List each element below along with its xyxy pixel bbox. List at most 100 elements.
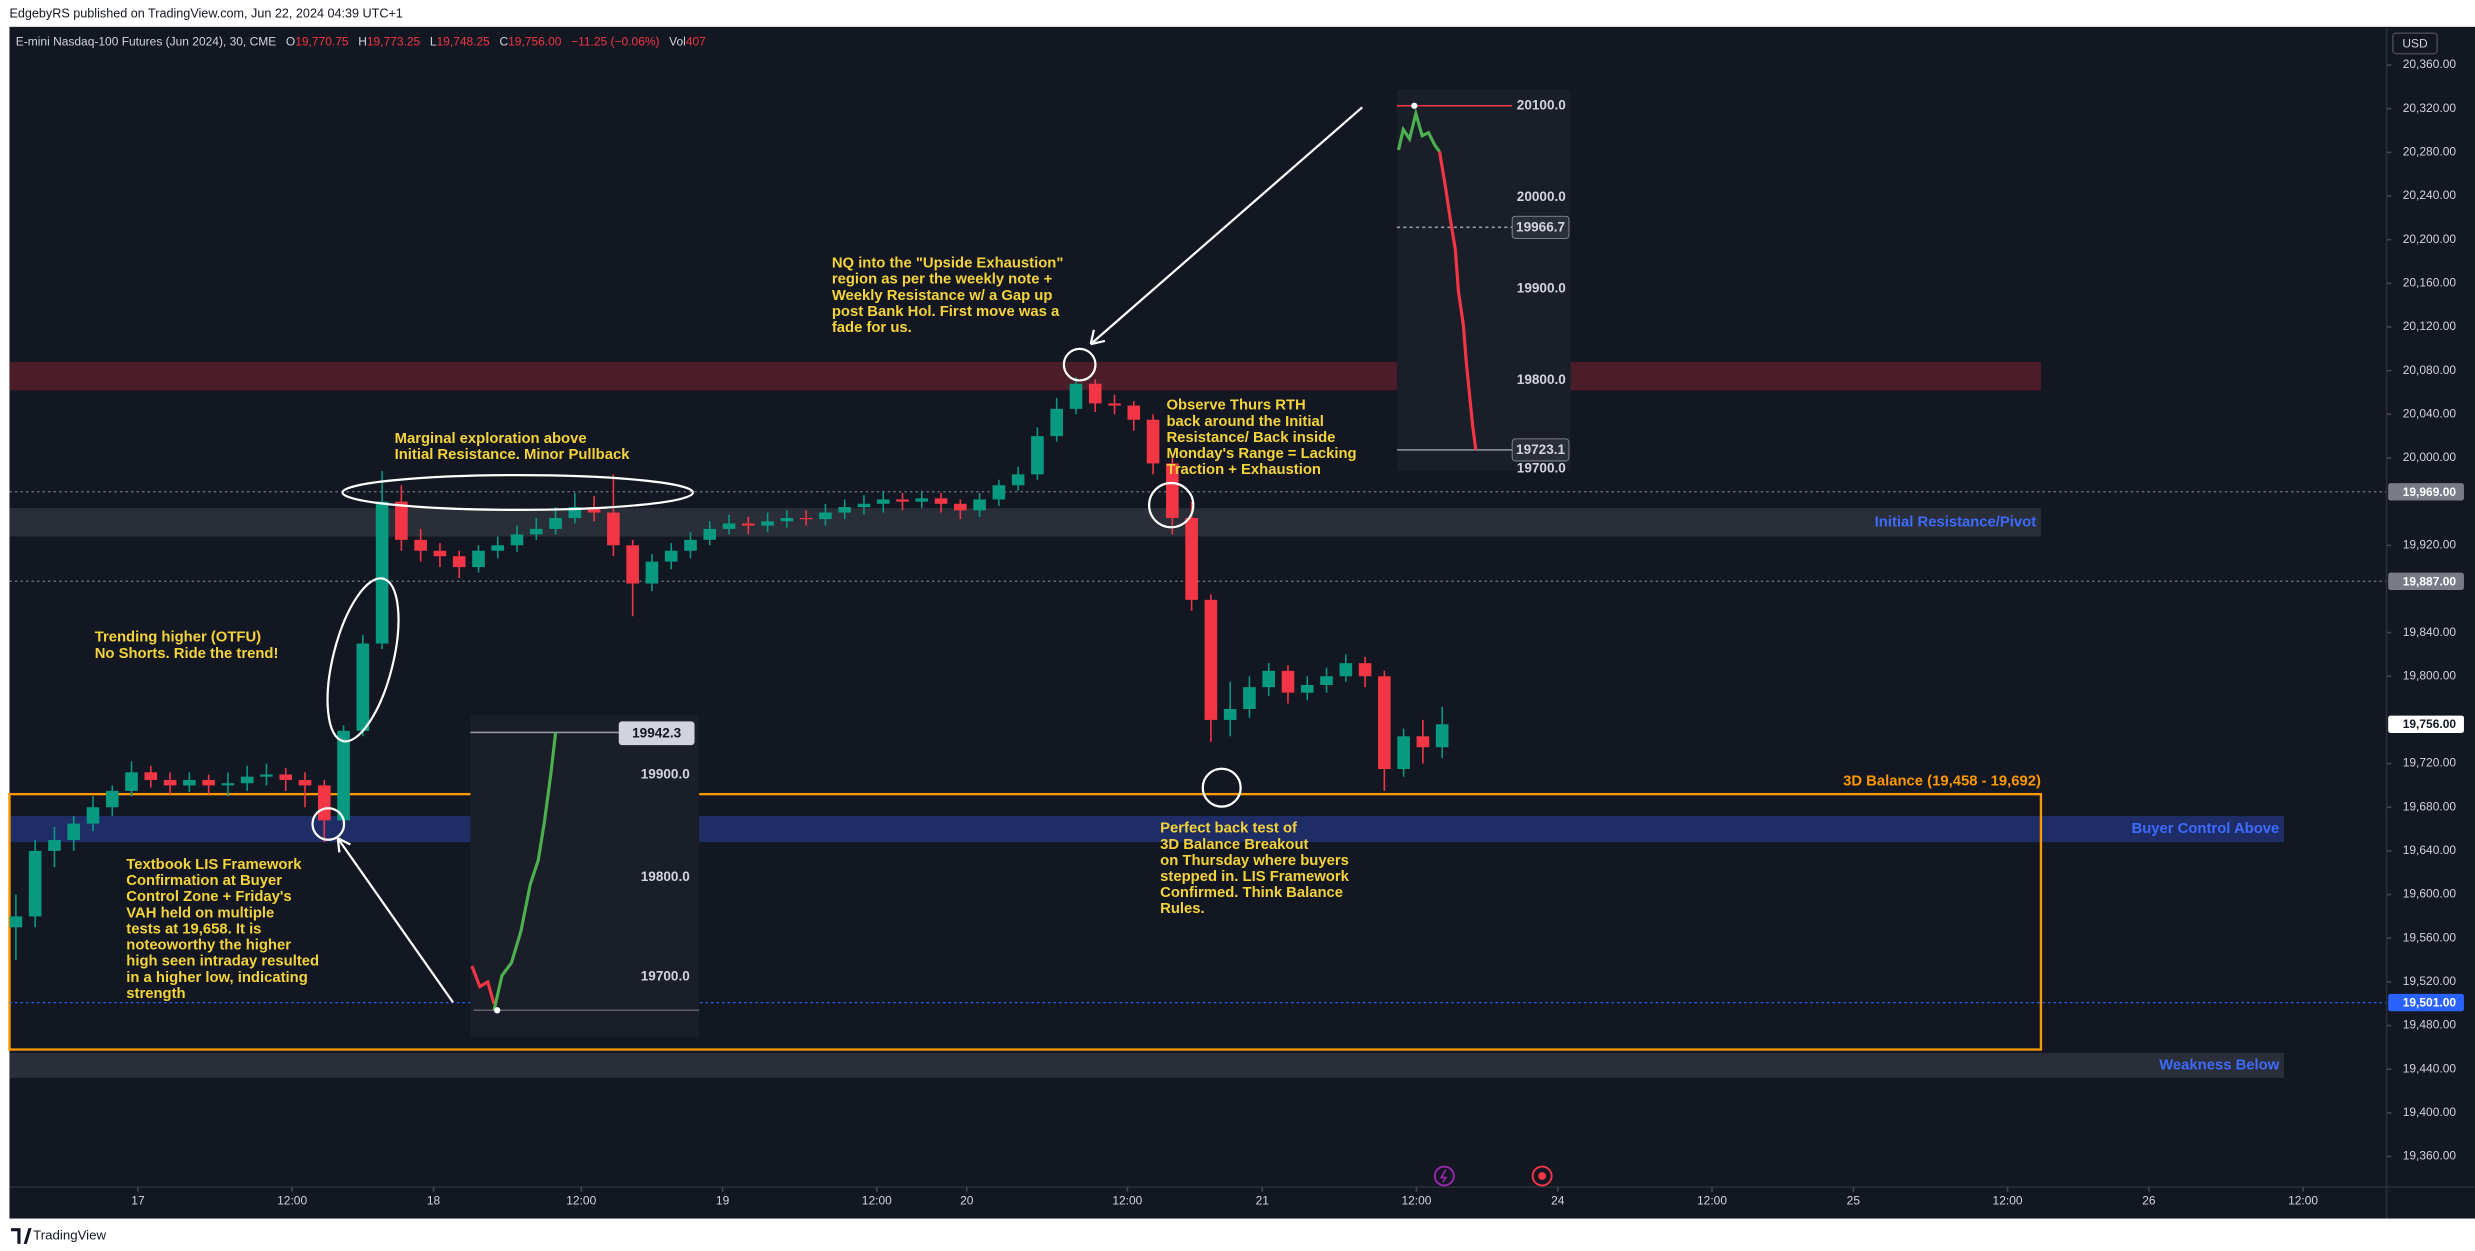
annotation-line: post Bank Hol. First move was a (832, 304, 1060, 320)
candle-body (529, 528, 543, 535)
price-tag-label: 19,887.00 (2403, 574, 2457, 588)
y-tick-label: 19,680.00 (2403, 799, 2457, 813)
inset: 19942.3 19900.0 19800.0 19700.0 (470, 715, 700, 1038)
candle-body (279, 774, 293, 780)
price-tag (2388, 993, 2464, 1012)
y-tick-label: 19,920.00 (2403, 537, 2457, 551)
candle-body (221, 783, 235, 786)
inset-dot (494, 1007, 501, 1014)
legend-key: C (499, 35, 508, 49)
circle (311, 807, 346, 841)
drawings (311, 106, 1363, 1004)
plot: Initial Resistance/Pivot Buyer Control Ab… (8, 361, 2387, 1078)
candle-body (684, 539, 697, 551)
y-tick-label: 20,320.00 (2403, 101, 2457, 115)
inset-curve (470, 965, 496, 1005)
footer-text: TradingView (33, 1228, 106, 1243)
candle-body (645, 561, 659, 584)
legend-value: 19,756.00 (508, 35, 562, 49)
inset-tag-label: 19723.1 (1516, 442, 1565, 457)
candle-body (260, 774, 273, 777)
inset: 20100.0 20000.0 19966.7 19900.0 19800.0 … (1396, 89, 1571, 475)
inset-tag (1511, 215, 1570, 239)
chart-bg (9, 26, 2475, 1219)
annotation-line: Traction + Exhaustion (1166, 462, 1320, 478)
y-tick-label: 19,520.00 (2403, 974, 2457, 988)
candle-body (375, 501, 389, 644)
candle-body (1281, 670, 1295, 693)
annotation: NQ into the "Upside Exhaustion" region as… (832, 256, 1064, 336)
price-tag-label: 19,501.00 (2403, 996, 2457, 1010)
candle-body (183, 779, 196, 786)
candle-body (298, 779, 312, 786)
logo (11, 1228, 32, 1244)
candle-body (1166, 463, 1179, 518)
candle-body (1243, 687, 1256, 710)
annotation-line: Control Zone + Friday's (126, 889, 291, 905)
candle-body (626, 545, 639, 584)
y-tick-label: 20,240.00 (2403, 188, 2457, 202)
inset-label: 19800.0 (1517, 372, 1566, 387)
candle-body (934, 498, 948, 504)
price-tag (2388, 715, 2464, 733)
price-tag-label: 19,969.00 (2403, 485, 2457, 499)
inset-curve (492, 732, 558, 1011)
inset-label: 20100.0 (1517, 97, 1566, 112)
y-tick-label: 20,160.00 (2403, 276, 2457, 290)
candle-body (819, 512, 832, 520)
candle-body (28, 850, 42, 917)
event-icon[interactable] (1531, 1165, 1553, 1187)
event-icon[interactable] (1433, 1165, 1455, 1187)
x-tick-label: 17 (131, 1193, 145, 1207)
inset-dot (1411, 102, 1418, 109)
candle-body (799, 517, 813, 520)
y-tick-label: 19,560.00 (2403, 930, 2457, 944)
candle-body (549, 517, 562, 529)
arrow-head (336, 837, 351, 853)
x-tick-label: 25 (1847, 1193, 1861, 1207)
legend-change: −11.25 (−0.06%) (571, 35, 659, 49)
candle-body (105, 790, 119, 808)
x-tick-label: 12:00 (2288, 1193, 2318, 1207)
candle-body (414, 539, 427, 551)
candle-body (1011, 474, 1025, 486)
annotation: Observe Thurs RTH back around the Initial… (1166, 398, 1356, 478)
annotation-line: Observe Thurs RTH (1166, 398, 1305, 414)
arrow (1089, 106, 1363, 345)
inset-tag (1511, 438, 1570, 462)
candle-body (1223, 709, 1237, 720)
legend-value: 19,770.75 (295, 35, 349, 49)
annotation-line: noteoworthy the higher (126, 937, 291, 953)
legend-value: 407 (686, 35, 706, 49)
candle-body (1108, 403, 1121, 406)
zone (9, 508, 2041, 537)
candle-body (395, 501, 408, 540)
candle-body (337, 730, 350, 821)
annotation-line: Confirmed. Think Balance (1160, 885, 1343, 901)
legend-value: 19,773.25 (367, 35, 421, 49)
annotation-line: Rules. (1160, 901, 1204, 917)
candle-body (144, 772, 158, 780)
inset-label: 19700.0 (641, 969, 690, 984)
inset-label: 20000.0 (1517, 189, 1566, 204)
legend-key: L (430, 35, 437, 49)
candle-body (48, 839, 61, 851)
annotation: Trending higher (OTFU) No Shorts. Ride th… (95, 630, 279, 662)
x-tick-label: 24 (1551, 1193, 1565, 1207)
candle-body (568, 507, 582, 518)
annotation: Marginal exploration above Initial Resist… (395, 431, 631, 463)
candle-body (202, 779, 215, 786)
annotation-line: Monday's Range = Lacking (1166, 446, 1356, 462)
candle-body (915, 498, 929, 502)
x-tick-label: 19 (716, 1193, 730, 1207)
y-tick-label: 20,360.00 (2403, 57, 2457, 71)
candle-body (587, 507, 601, 513)
circle (1148, 481, 1195, 529)
zone (9, 1052, 2285, 1078)
zone-label: Initial Resistance/Pivot (1875, 514, 2037, 530)
annotation-line: No Shorts. Ride the trend! (95, 646, 279, 662)
annotation-line: fade for us. (832, 320, 912, 336)
y-tick-label: 19,600.00 (2403, 887, 2457, 901)
candle-body (1069, 383, 1083, 409)
